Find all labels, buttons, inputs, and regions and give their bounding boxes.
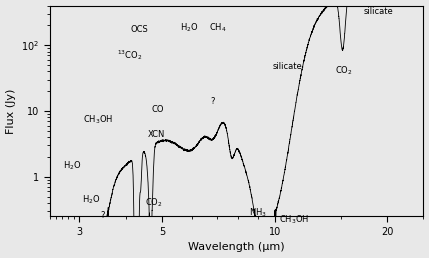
Text: CO: CO [151,105,163,114]
Text: ?: ? [211,97,215,106]
Text: CO$_2$: CO$_2$ [145,197,163,209]
Y-axis label: Flux (Jy): Flux (Jy) [6,88,15,134]
Text: ?: ? [100,211,105,220]
X-axis label: Wavelength (μm): Wavelength (μm) [188,243,285,252]
Text: $^{13}$CO$_2$: $^{13}$CO$_2$ [117,49,142,62]
Text: CH$_3$OH: CH$_3$OH [279,213,310,226]
Text: XCN: XCN [148,130,165,139]
Text: silicate: silicate [272,62,302,71]
Text: NH$_3$: NH$_3$ [249,207,266,219]
Text: CH$_4$: CH$_4$ [209,21,227,34]
Text: CH$_3$OH: CH$_3$OH [84,113,114,126]
Text: H$_2$O: H$_2$O [63,159,82,172]
Text: H$_2$O: H$_2$O [180,21,198,34]
Text: silicate: silicate [364,7,394,16]
Text: OCS: OCS [131,25,148,34]
Text: H$_2$O: H$_2$O [82,194,100,206]
Text: CO$_2$: CO$_2$ [335,64,353,77]
